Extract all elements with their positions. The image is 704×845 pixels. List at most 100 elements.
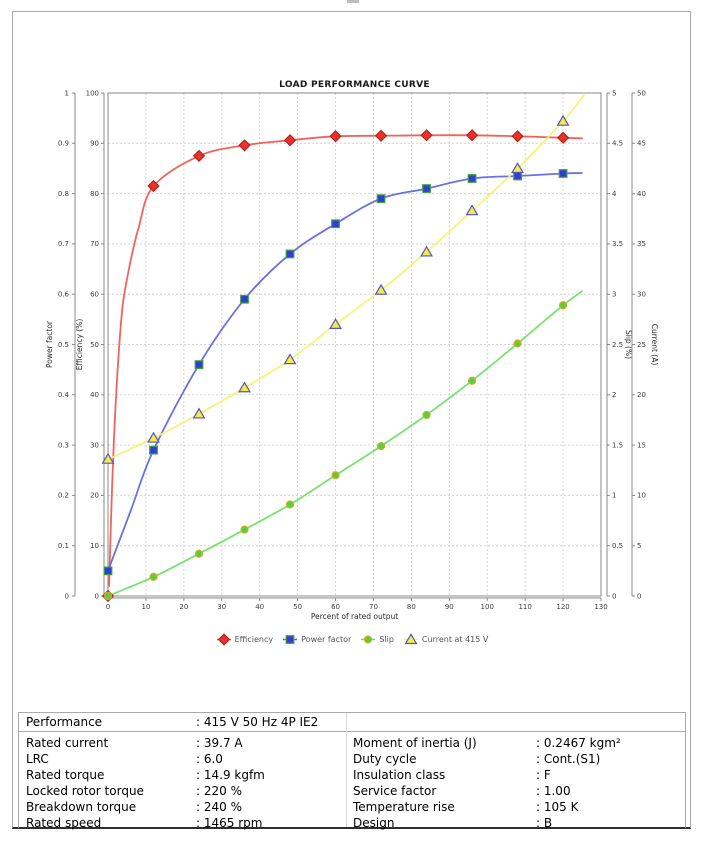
marker-slip [194,549,204,558]
x-tick-label: 70 [369,603,378,611]
current-tick-label: 25 [637,341,646,349]
marker-current [420,245,434,257]
x-tick-label: 110 [518,603,531,611]
marker-efficiency [556,131,570,144]
efficiency-axis-title: Efficiency (%) [75,319,84,371]
marker-efficiency [283,134,297,147]
marker-slip [149,572,158,581]
power_factor-tick-label: 0.7 [58,240,69,248]
marker-efficiency [147,179,160,193]
table-column-divider [346,713,347,827]
performance-header-row: Performance : 415 V 50 Hz 4P IE2 [19,713,685,732]
marker-slip [513,339,522,348]
spec-value: : B [536,816,553,830]
spec-label: Design [353,816,395,830]
current-tick-label: 50 [637,89,646,97]
current-tick-label: 30 [637,291,646,299]
legend-label: Slip [379,634,394,644]
spec-value: : 14.9 kgfm [196,768,265,782]
current-axis-title: Current (A) [650,324,659,366]
table-row: Breakdown torque : 240 % Temperature rise:… [19,799,685,815]
efficiency-tick-label: 0 [95,592,99,600]
marker-efficiency [511,130,524,143]
x-tick-label: 60 [331,603,340,611]
spec-label: Rated current [26,736,109,750]
performance-label: Performance [26,715,103,729]
legend-label: Current at 415 V [421,634,489,644]
table-row: Rated current: 39.7 A Moment of inertia (… [19,735,685,751]
spec-label: Temperature rise [353,800,455,814]
series-line-current [107,94,585,461]
slip-tick-label: 1 [612,492,616,500]
marker-power_factor [422,184,431,193]
spec-label: LRC [26,752,49,766]
spec-label: Service factor [353,784,437,798]
spec-label: Locked rotor torque [26,784,144,798]
power_factor-tick-label: 0.1 [58,542,69,550]
marker-current [329,317,342,329]
legend-marker-slip [364,634,373,644]
marker-efficiency [238,139,251,152]
marker-slip [240,525,249,534]
chart-title: LOAD PERFORMANCE CURVE [279,80,430,90]
spec-value: : 6.0 [196,752,223,766]
series-line-power_factor [107,172,583,572]
current-tick-label: 0 [637,592,641,600]
spec-value: : 240 % [196,800,242,814]
marker-efficiency [465,129,479,142]
power_factor-axis-title: Power factor [45,320,54,368]
marker-current [192,407,206,419]
marker-current [238,381,251,393]
marker-power_factor [103,566,113,576]
x-tick-label: 80 [407,603,416,611]
page-border [12,11,691,829]
slip-tick-label: 2.5 [612,341,623,349]
x-tick-label: 50 [293,603,302,611]
current-tick-label: 45 [637,140,646,148]
slip-tick-label: 5 [612,89,616,97]
marker-slip [467,376,477,385]
spec-label: Rated speed [26,816,102,830]
x-axis-title: Percent of rated output [311,612,398,621]
spec-value: : 105 K [536,800,579,814]
marker-power_factor [558,169,568,178]
slip-tick-label: 3.5 [612,240,623,248]
legend-item-efficiency: Efficiency [216,632,273,646]
power_factor-tick-label: 1 [65,89,69,97]
x-tick-label: 10 [141,603,150,611]
marker-efficiency [329,130,342,143]
efficiency-tick-label: 60 [90,291,99,299]
efficiency-tick-label: 80 [90,190,99,198]
spec-value: : 220 % [196,784,242,798]
marker-current [511,162,525,174]
x-tick-label: 0 [106,603,110,611]
spec-value: : 39.7 A [196,736,243,750]
current-tick-label: 40 [637,190,646,198]
legend-triangle-icon [403,632,418,644]
marker-current [147,431,160,443]
marker-power_factor [331,219,340,229]
marker-current [283,353,297,365]
current-tick-label: 20 [637,391,646,399]
marker-slip [103,591,113,601]
table-row: LRC : 6.0 Duty cycle : Cont.(S1) [19,751,685,767]
marker-current [556,114,570,126]
spec-label: Breakdown torque [26,800,137,814]
spec-value: : Cont.(S1) [536,752,601,766]
current-tick-label: 10 [637,492,646,500]
marker-efficiency [192,149,206,163]
efficiency-tick-label: 20 [90,492,99,500]
legend-diamond-icon [216,632,231,646]
efficiency-tick-label: 100 [86,89,99,97]
spec-label: Duty cycle [353,752,417,766]
efficiency-tick-label: 90 [90,140,99,148]
legend-label: Power factor [301,634,352,644]
slip-tick-label: 0.5 [612,542,623,550]
legend-square-icon [283,634,298,644]
legend-marker-power_factor [285,634,295,644]
legend-item-power_factor: Power factor [282,633,351,646]
marker-slip [331,471,340,480]
marker-power_factor [376,194,386,204]
power_factor-tick-label: 0.5 [58,341,69,349]
